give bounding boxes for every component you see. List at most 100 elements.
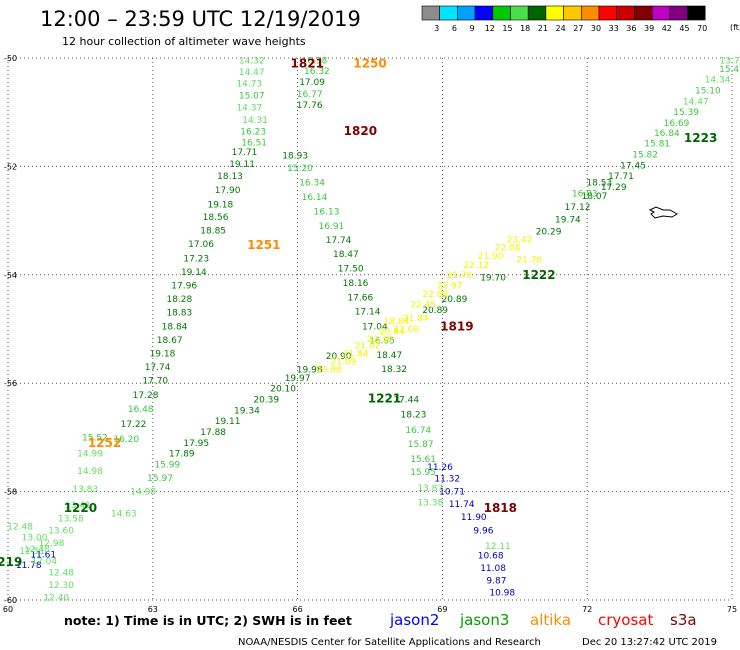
wave-height-value: 11.78	[16, 561, 42, 571]
wave-height-value: 17.66	[347, 294, 373, 304]
colorbar-label: 6	[452, 24, 457, 33]
wave-height-value: 15.52	[82, 433, 108, 443]
wave-height-value: 14.63	[111, 509, 137, 519]
x-tick-label: 69	[437, 605, 447, 614]
wave-height-value: 18.16	[343, 279, 369, 289]
colorbar-swatch	[669, 5, 688, 21]
wave-height-value: 16.77	[297, 90, 323, 100]
satellite-legend-jason2: jason2	[389, 611, 439, 629]
pass-label: 1219	[0, 555, 22, 569]
y-tick-label: -50	[4, 54, 17, 63]
wave-height-value: 11.08	[480, 564, 506, 574]
wave-height-value: 17.74	[145, 363, 171, 373]
wave-height-value: 15.61	[410, 455, 436, 465]
chart-title: 12:00 – 23:59 UTC 12/19/2019	[40, 7, 361, 31]
wave-height-value: 17.70	[142, 376, 168, 386]
wave-height-value: 11.61	[30, 550, 56, 560]
wave-height-value: 21.76	[516, 256, 542, 266]
satellite-legend: jason2 jason3 altika cryosat s3a	[389, 611, 697, 629]
wave-height-value: 18.56	[203, 213, 229, 223]
wave-height-value: 16.38	[302, 57, 328, 67]
colorbar-swatch	[634, 5, 653, 21]
wave-height-value: 17.88	[200, 428, 226, 438]
wave-height-value: 14.47	[239, 68, 265, 78]
colorbar-label: 15	[502, 24, 512, 33]
wave-height-value: 18.28	[166, 295, 192, 305]
colorbar-label: 70	[697, 24, 707, 33]
wave-height-value: 21.84	[343, 349, 369, 359]
colorbar-label: 39	[644, 24, 654, 33]
wave-height-value: 22.08	[495, 244, 521, 254]
credit-line: NOAA/NESDIS Center for Satellite Applica…	[238, 637, 541, 648]
wave-height-value: 17.95	[183, 439, 209, 449]
colorbar-label: 30	[591, 24, 601, 33]
wave-height-value: 13.58	[58, 515, 84, 525]
wave-height-value: 22.68	[422, 290, 448, 300]
colorbar-label: 12	[485, 24, 495, 33]
lat-lon-grid	[7, 57, 733, 601]
pass-label: 1252	[88, 436, 121, 450]
wave-height-value: 15.10	[695, 87, 721, 97]
colorbar-swatch	[527, 5, 547, 21]
wave-height-value: 12.48	[7, 522, 33, 532]
pass-label: 1250	[353, 56, 386, 70]
wave-height-value: 17.89	[169, 450, 195, 460]
wave-height-value: 19.18	[207, 200, 233, 210]
wave-height-value: 18.67	[157, 336, 183, 346]
wave-height-value: 12.98	[39, 539, 65, 549]
island-outline	[648, 206, 678, 219]
wave-height-value: 20.39	[253, 395, 279, 405]
wave-height-value: 15.20	[287, 164, 313, 174]
wave-height-value: 19.18	[150, 349, 176, 359]
x-tick-label: 60	[3, 605, 13, 614]
wave-height-value: 11.32	[434, 475, 460, 485]
wave-height-value: 17.50	[338, 264, 364, 274]
wave-height-value: 20.89	[422, 306, 448, 316]
colorbar-label: 36	[626, 24, 636, 33]
wave-height-value: 12.40	[43, 593, 69, 603]
wave-height-value: 16.74	[405, 426, 431, 436]
wave-height-value: 10.71	[439, 488, 465, 498]
wave-height-value: 20.10	[270, 385, 296, 395]
wave-height-value: 16.51	[241, 139, 267, 149]
wave-height-value: 19.97	[285, 374, 311, 384]
wave-height-value: 14.47	[683, 97, 709, 107]
wave-height-value: 14.99	[77, 450, 103, 460]
colorbar-swatch	[616, 5, 635, 21]
wave-height-value: 22.12	[463, 261, 489, 271]
wave-height-value: 18.84	[384, 317, 410, 327]
wave-height-value: 15.99	[154, 461, 180, 471]
wave-height-value: 21.84	[403, 314, 429, 324]
wave-height-value: 17.09	[299, 78, 325, 88]
wave-height-value: 20.88	[316, 366, 342, 376]
wave-height-value: 18.13	[217, 172, 243, 182]
wave-height-value: 15.97	[147, 474, 173, 484]
wave-height-value: 9.87	[486, 576, 506, 586]
wave-height-value: 10.68	[478, 552, 504, 562]
wave-height-value: 19.98	[297, 366, 323, 376]
colorbar-swatch	[510, 5, 529, 21]
wave-height-value: 12.30	[48, 581, 74, 591]
chart-subtitle: 12 hour collection of altimeter wave hei…	[62, 35, 306, 48]
wave-height-value: 17.76	[297, 101, 323, 111]
wave-height-value: 9.96	[473, 527, 493, 537]
colorbar-swatch	[651, 5, 671, 21]
colorbar-swatch	[439, 5, 458, 21]
colorbar-swatch	[563, 5, 582, 21]
satellite-legend-s3a: s3a	[670, 611, 697, 629]
wave-height-value: 18.84	[162, 322, 188, 332]
wave-height-value: 20.29	[536, 227, 562, 237]
wave-height-value: 19.74	[555, 216, 581, 226]
wave-height-value: 17.12	[565, 203, 591, 213]
wave-height-value: 15.95	[410, 468, 436, 478]
colorbar-label: 42	[662, 24, 672, 33]
footer-note: note: 1) Time is in UTC; 2) SWH is in fe…	[64, 613, 352, 628]
wave-height-value: 19.11	[229, 160, 255, 170]
pass-labels: 1821 1250 1820 1251 1819 1222 1223 1221 1252 1220…	[0, 56, 717, 569]
wave-height-value: 14.32	[239, 57, 265, 67]
wave-height-value: 16.91	[319, 222, 345, 232]
pass-label: 1222	[522, 268, 555, 282]
wave-height-values: 11.26 11.32 10.71 11.74 11.90 9.96 10.68 11.08 9…	[7, 57, 740, 604]
